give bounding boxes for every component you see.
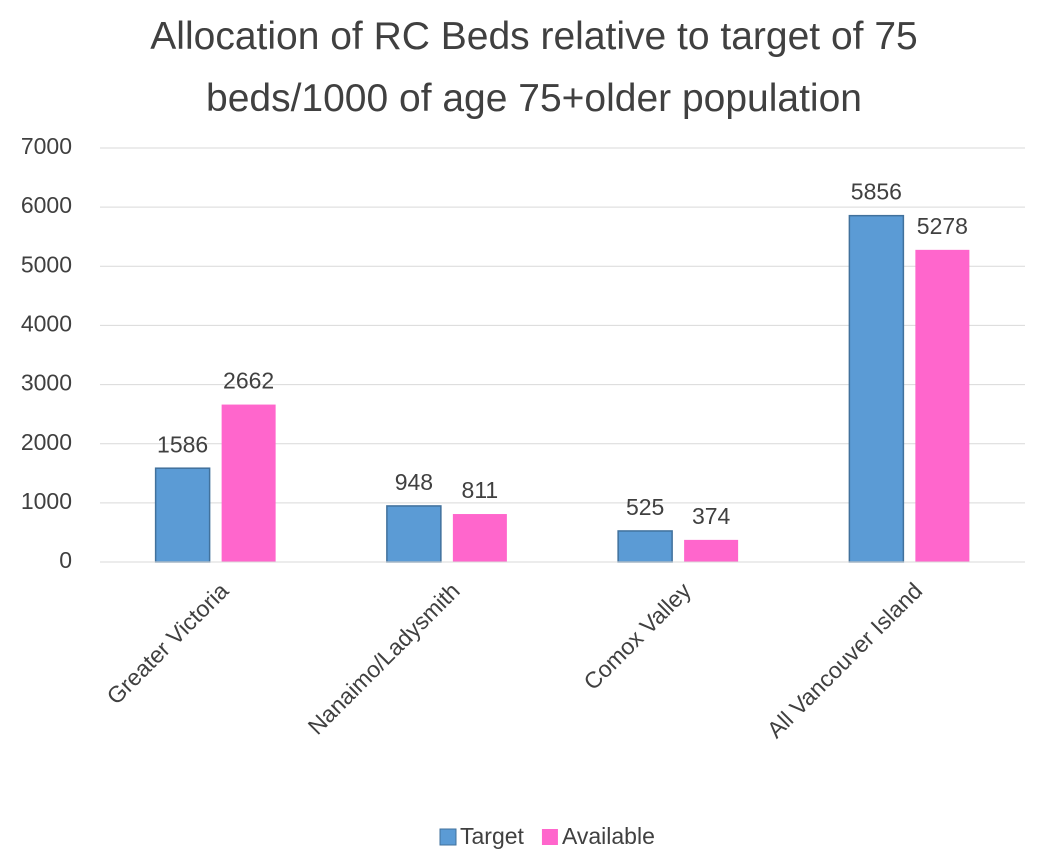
bar [154, 467, 211, 563]
x-tick-label: All Vancouver Island [762, 577, 927, 742]
y-tick-label: 2000 [21, 429, 72, 455]
legend-swatch [439, 828, 457, 846]
legend-label: Available [562, 823, 655, 849]
x-tick-label: Greater Victoria [101, 577, 233, 709]
x-tick-label: Nanaimo/Ladysmith [303, 577, 465, 739]
x-tick-label: Comox Valley [578, 577, 696, 695]
y-tick-label: 3000 [21, 370, 72, 396]
y-tick-label: 0 [59, 547, 72, 573]
value-label: 5856 [851, 179, 902, 205]
y-tick-label: 4000 [21, 311, 72, 337]
value-label: 525 [626, 494, 664, 520]
bar [848, 214, 905, 563]
value-label: 1586 [157, 431, 208, 457]
y-tick-label: 6000 [21, 192, 72, 218]
value-label: 5278 [917, 213, 968, 239]
value-label: 948 [395, 469, 433, 495]
bar [684, 539, 739, 562]
bar [452, 514, 507, 562]
value-label: 2662 [223, 368, 274, 394]
bar [221, 404, 276, 562]
bar [915, 249, 970, 562]
bar [386, 505, 442, 563]
legend-swatch [541, 829, 558, 845]
y-tick-label: 1000 [21, 488, 72, 514]
y-tick-label: 7000 [21, 133, 72, 159]
chart-title: Allocation of RC Beds relative to target… [150, 15, 918, 120]
legend-label: Target [460, 823, 525, 849]
value-label: 374 [692, 503, 731, 529]
bar [617, 530, 673, 563]
y-tick-label: 5000 [21, 251, 72, 277]
value-label: 811 [462, 477, 499, 503]
